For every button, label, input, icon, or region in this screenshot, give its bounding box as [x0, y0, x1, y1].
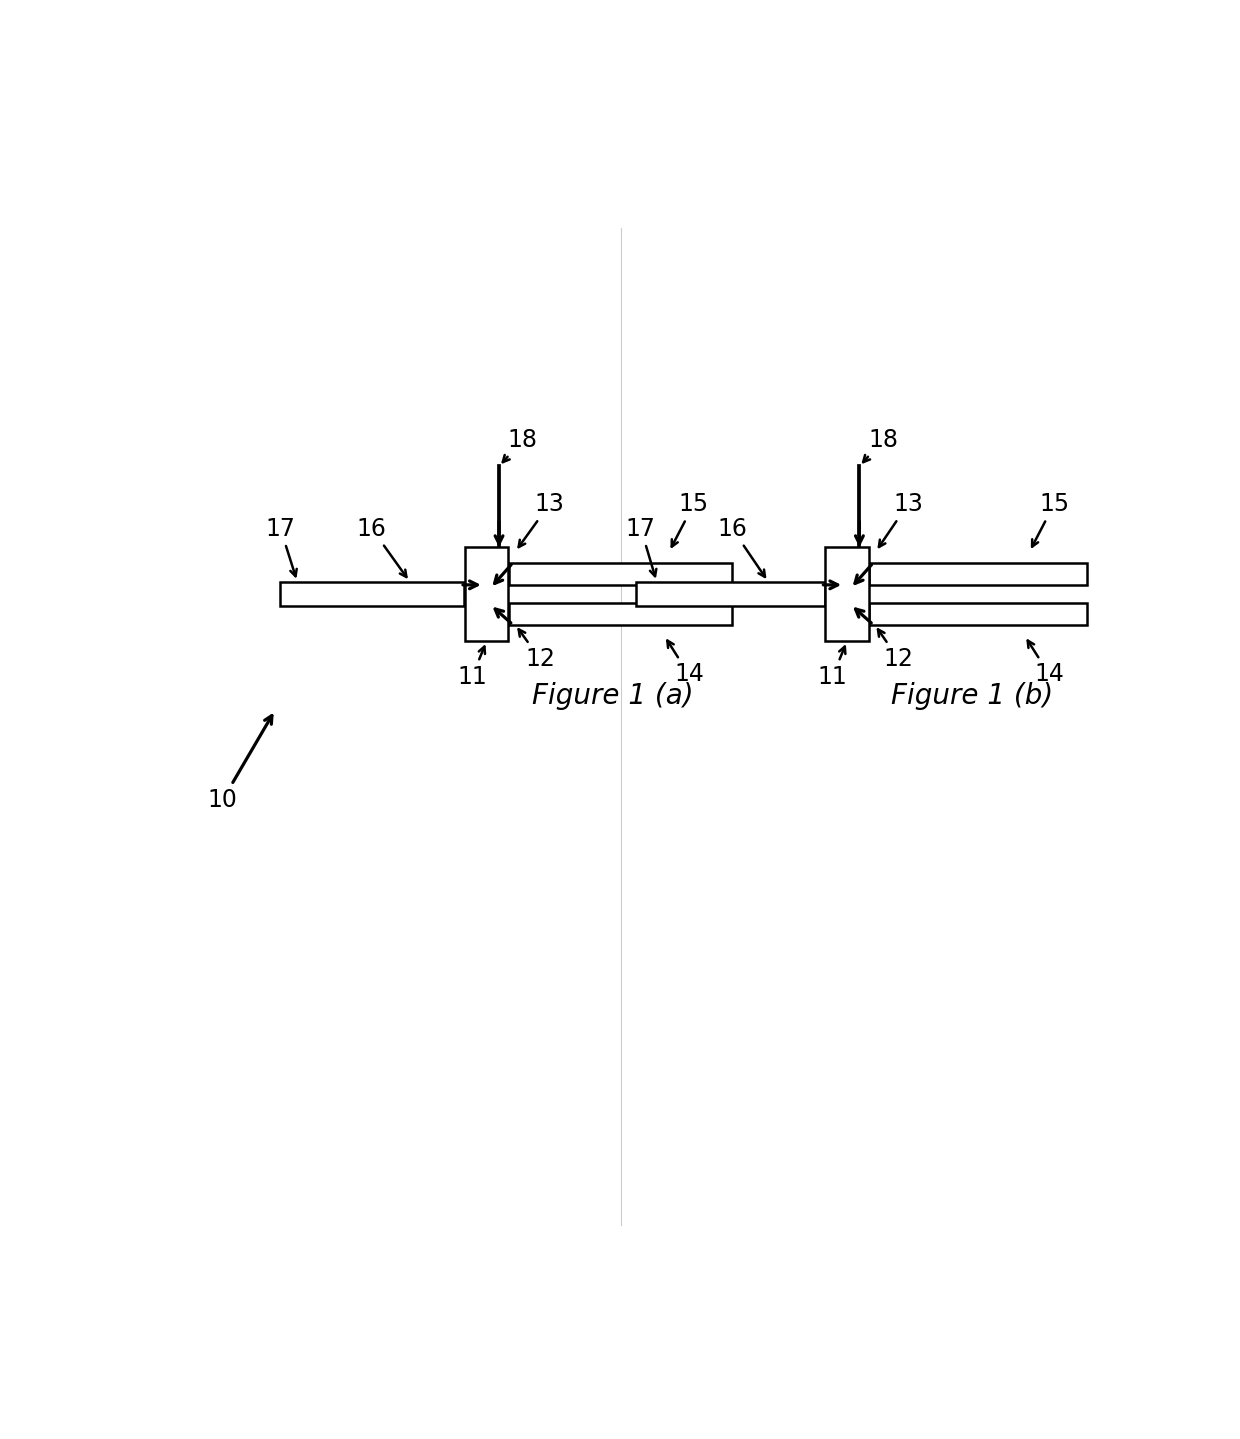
- Text: 14: 14: [667, 640, 704, 686]
- Bar: [508, 603, 732, 625]
- Text: 10: 10: [208, 715, 272, 812]
- Text: 16: 16: [357, 517, 407, 577]
- Bar: [280, 581, 465, 606]
- Text: 11: 11: [458, 646, 487, 689]
- Text: 18: 18: [502, 427, 538, 462]
- Text: 16: 16: [717, 517, 765, 577]
- Text: 12: 12: [518, 629, 554, 671]
- Text: 15: 15: [672, 492, 709, 547]
- Bar: [869, 563, 1087, 584]
- Bar: [869, 603, 1087, 625]
- Text: 17: 17: [626, 517, 656, 576]
- Text: Figure 1 (b): Figure 1 (b): [892, 682, 1054, 711]
- Text: 14: 14: [1028, 640, 1064, 686]
- Text: 12: 12: [878, 629, 914, 671]
- Text: Figure 1 (a): Figure 1 (a): [532, 682, 693, 711]
- Text: 11: 11: [817, 646, 847, 689]
- Text: 15: 15: [1032, 492, 1069, 547]
- Text: 13: 13: [518, 492, 564, 547]
- Bar: [635, 581, 825, 606]
- Bar: [508, 563, 732, 584]
- Bar: [465, 547, 508, 640]
- Text: 13: 13: [879, 492, 923, 547]
- Bar: [826, 547, 868, 640]
- Text: 18: 18: [863, 427, 898, 462]
- Text: 17: 17: [265, 517, 296, 576]
